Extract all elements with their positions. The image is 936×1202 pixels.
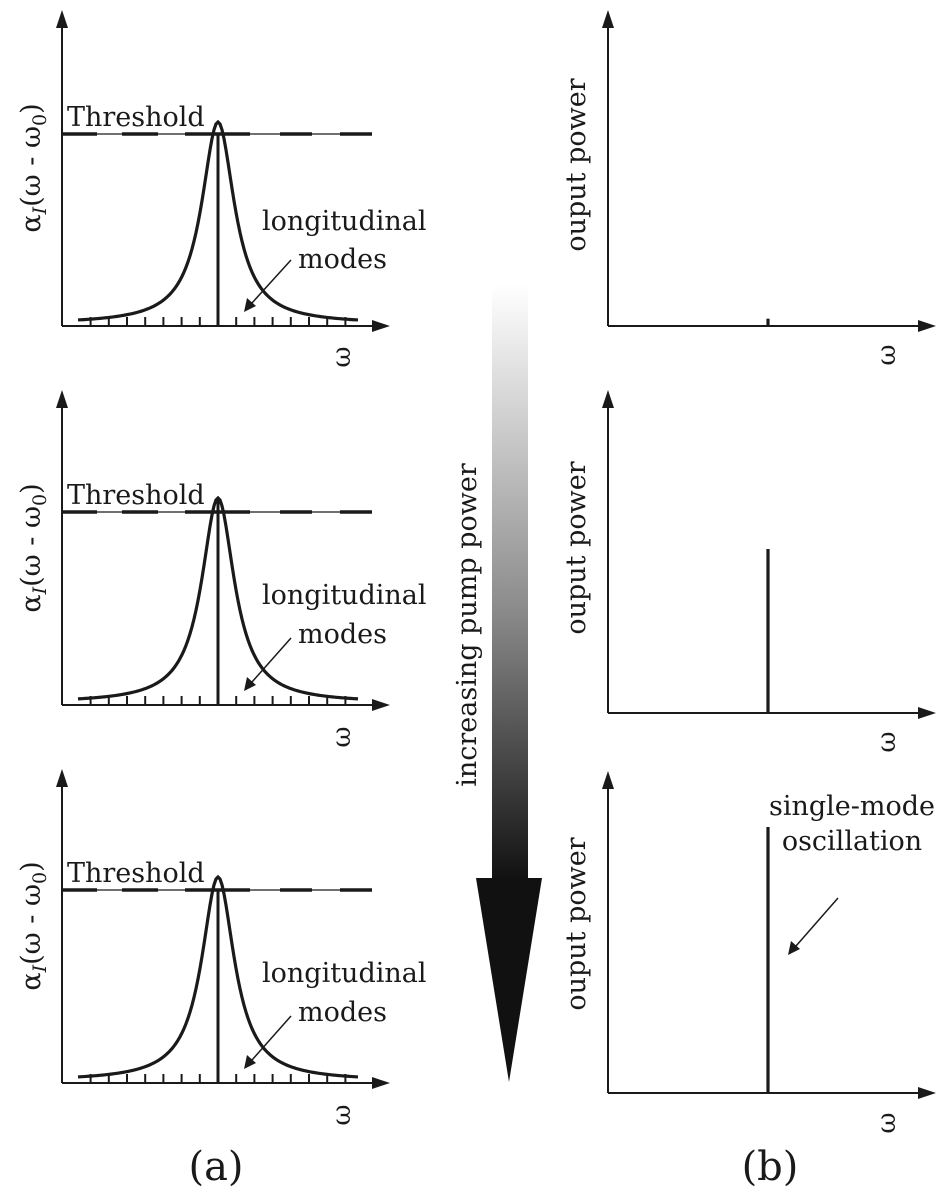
annotation-line2: oscillation [782,826,922,857]
y-axis-arrow [56,769,68,787]
y-axis-label: ouput power [561,461,592,634]
x-axis-arrow [918,320,936,332]
modes-label-line1: longitudinal [262,580,426,611]
modes-label-line2: modes [298,997,387,1028]
caption-a: (a) [188,1144,243,1190]
threshold-label: Threshold [67,480,205,511]
modes-pointer [251,259,292,304]
gain-panel-3: Threshold longitudinal modes ω αI(ω - ω0… [16,769,426,1126]
y-axis-label: αI(ω - ω0) [16,483,51,612]
modes-label-line2: modes [298,244,387,275]
y-axis-label: αI(ω - ω0) [16,861,51,990]
gain-panel-1: Threshold longitudinal modes ω αI(ω - ω0… [16,10,426,368]
modes-label-line1: longitudinal [262,958,426,989]
annotation-line1: single-mode [769,791,935,822]
gain-curve [77,119,359,322]
modes-pointer [251,1015,292,1061]
modes-pointer-head [244,677,256,691]
y-axis-arrow [602,10,614,28]
y-axis-arrow [602,390,614,408]
x-axis-label: ω [872,344,902,365]
pump-arrow-head [476,878,542,1082]
x-axis-label: ω [327,1104,357,1125]
modes-label-line1: longitudinal [262,206,426,237]
pump-power-arrow: increasing pump power [452,285,542,1082]
y-axis-label: ouput power [561,837,592,1010]
x-axis-arrow [918,1087,936,1099]
gain-panel-2: Threshold longitudinal modes ω αI(ω - ω0… [16,390,426,748]
modes-pointer-head [244,298,256,312]
modes-pointer [251,637,292,683]
pump-arrow-label: increasing pump power [452,463,483,787]
x-axis-label: ω [872,1112,902,1133]
modes-label-line2: modes [298,619,387,650]
mode-ticks [89,317,347,326]
output-panel-3: single-mode oscillation ouput power ω [561,771,936,1134]
pump-arrow-shaft [492,285,528,880]
output-panel-2: ouput power ω [561,390,936,753]
x-axis-label: ω [872,731,902,752]
output-panel-1: ouput power ω [561,10,936,366]
threshold-label: Threshold [67,858,205,889]
x-axis-label: ω [327,346,357,367]
x-axis-label: ω [327,726,357,747]
x-axis-arrow [918,707,936,719]
mode-ticks [89,1074,347,1083]
caption-b: (b) [742,1144,799,1190]
x-axis-arrow [372,320,390,332]
x-axis-arrow [372,1077,390,1089]
y-axis-arrow [602,771,614,789]
y-axis-arrow [56,390,68,408]
x-axis-arrow [372,699,390,711]
oscillation-pointer [795,897,839,947]
gain-curve [77,874,359,1079]
threshold-label: Threshold [67,102,205,133]
mode-ticks [89,696,347,705]
oscillation-pointer-head [788,941,800,955]
y-axis-label: ouput power [561,78,592,251]
y-axis-label: αI(ω - ω0) [16,103,51,232]
modes-pointer-head [244,1055,256,1069]
y-axis-arrow [56,10,68,28]
